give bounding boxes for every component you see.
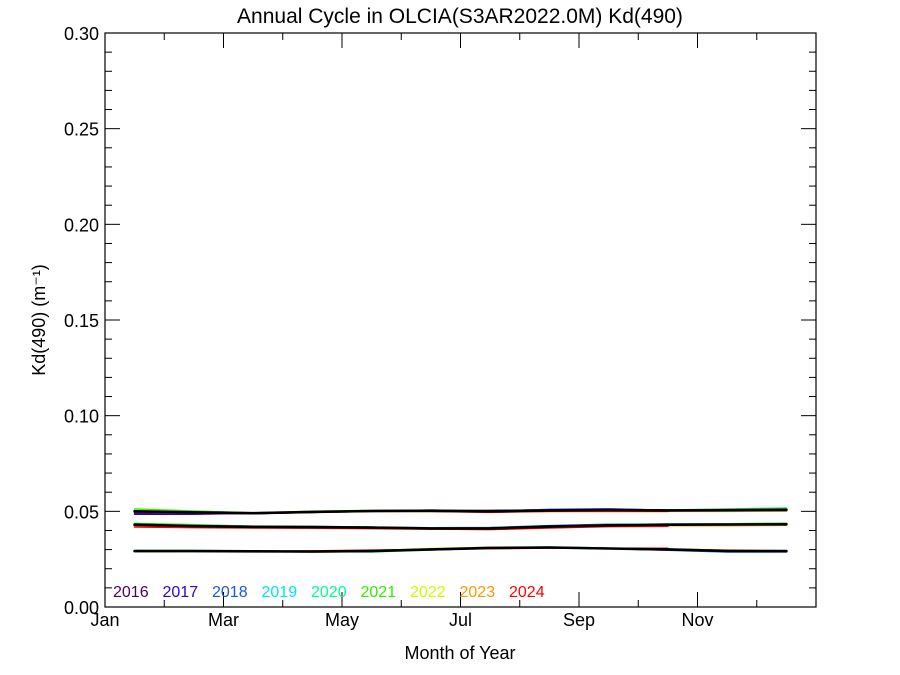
climatology-line-group-3 xyxy=(133,546,788,553)
legend-entry-2024: 2024 xyxy=(509,584,545,601)
y-tick-label: 0.10 xyxy=(64,407,99,427)
y-axis: 0.00 0.05 0.10 0.15 0.20 0.25 0.30 xyxy=(64,24,816,618)
legend-entry-2020: 2020 xyxy=(311,584,347,601)
legend-entry-2022: 2022 xyxy=(410,584,446,601)
legend-entry-2021: 2021 xyxy=(361,584,397,601)
x-tick-label: May xyxy=(325,610,359,630)
series-lines xyxy=(133,507,788,553)
legend-entry-2018: 2018 xyxy=(212,584,248,601)
x-tick-label: Mar xyxy=(208,610,239,630)
chart-title: Annual Cycle in OLCIA(S3AR2022.0M) Kd(49… xyxy=(237,5,683,28)
climatology-line-group-1 xyxy=(133,508,788,515)
climatology-line-group-2 xyxy=(133,523,788,530)
legend-entry-2023: 2023 xyxy=(460,584,496,601)
x-axis-label: Month of Year xyxy=(404,643,515,663)
x-tick-label: Jul xyxy=(449,610,472,630)
x-tick-label: Nov xyxy=(681,610,713,630)
y-tick-label: 0.00 xyxy=(64,598,99,618)
x-tick-label: Sep xyxy=(563,610,595,630)
y-tick-label: 0.20 xyxy=(64,215,99,235)
plot-frame xyxy=(104,32,817,608)
y-tick-label: 0.30 xyxy=(64,24,99,44)
legend: 2016 2017 2018 2019 2020 2021 2022 2023 2024 xyxy=(113,584,545,601)
legend-entry-2019: 2019 xyxy=(262,584,298,601)
legend-entry-2016: 2016 xyxy=(113,584,149,601)
y-axis-label: Kd(490) (m⁻¹) xyxy=(29,264,49,376)
y-tick-label: 0.25 xyxy=(64,120,99,140)
y-tick-label: 0.05 xyxy=(64,502,99,522)
x-axis: Jan Mar May Jul Sep Nov xyxy=(90,33,758,630)
x-tick-label: Jan xyxy=(90,610,119,630)
legend-entry-2017: 2017 xyxy=(163,584,199,601)
y-tick-label: 0.15 xyxy=(64,311,99,331)
